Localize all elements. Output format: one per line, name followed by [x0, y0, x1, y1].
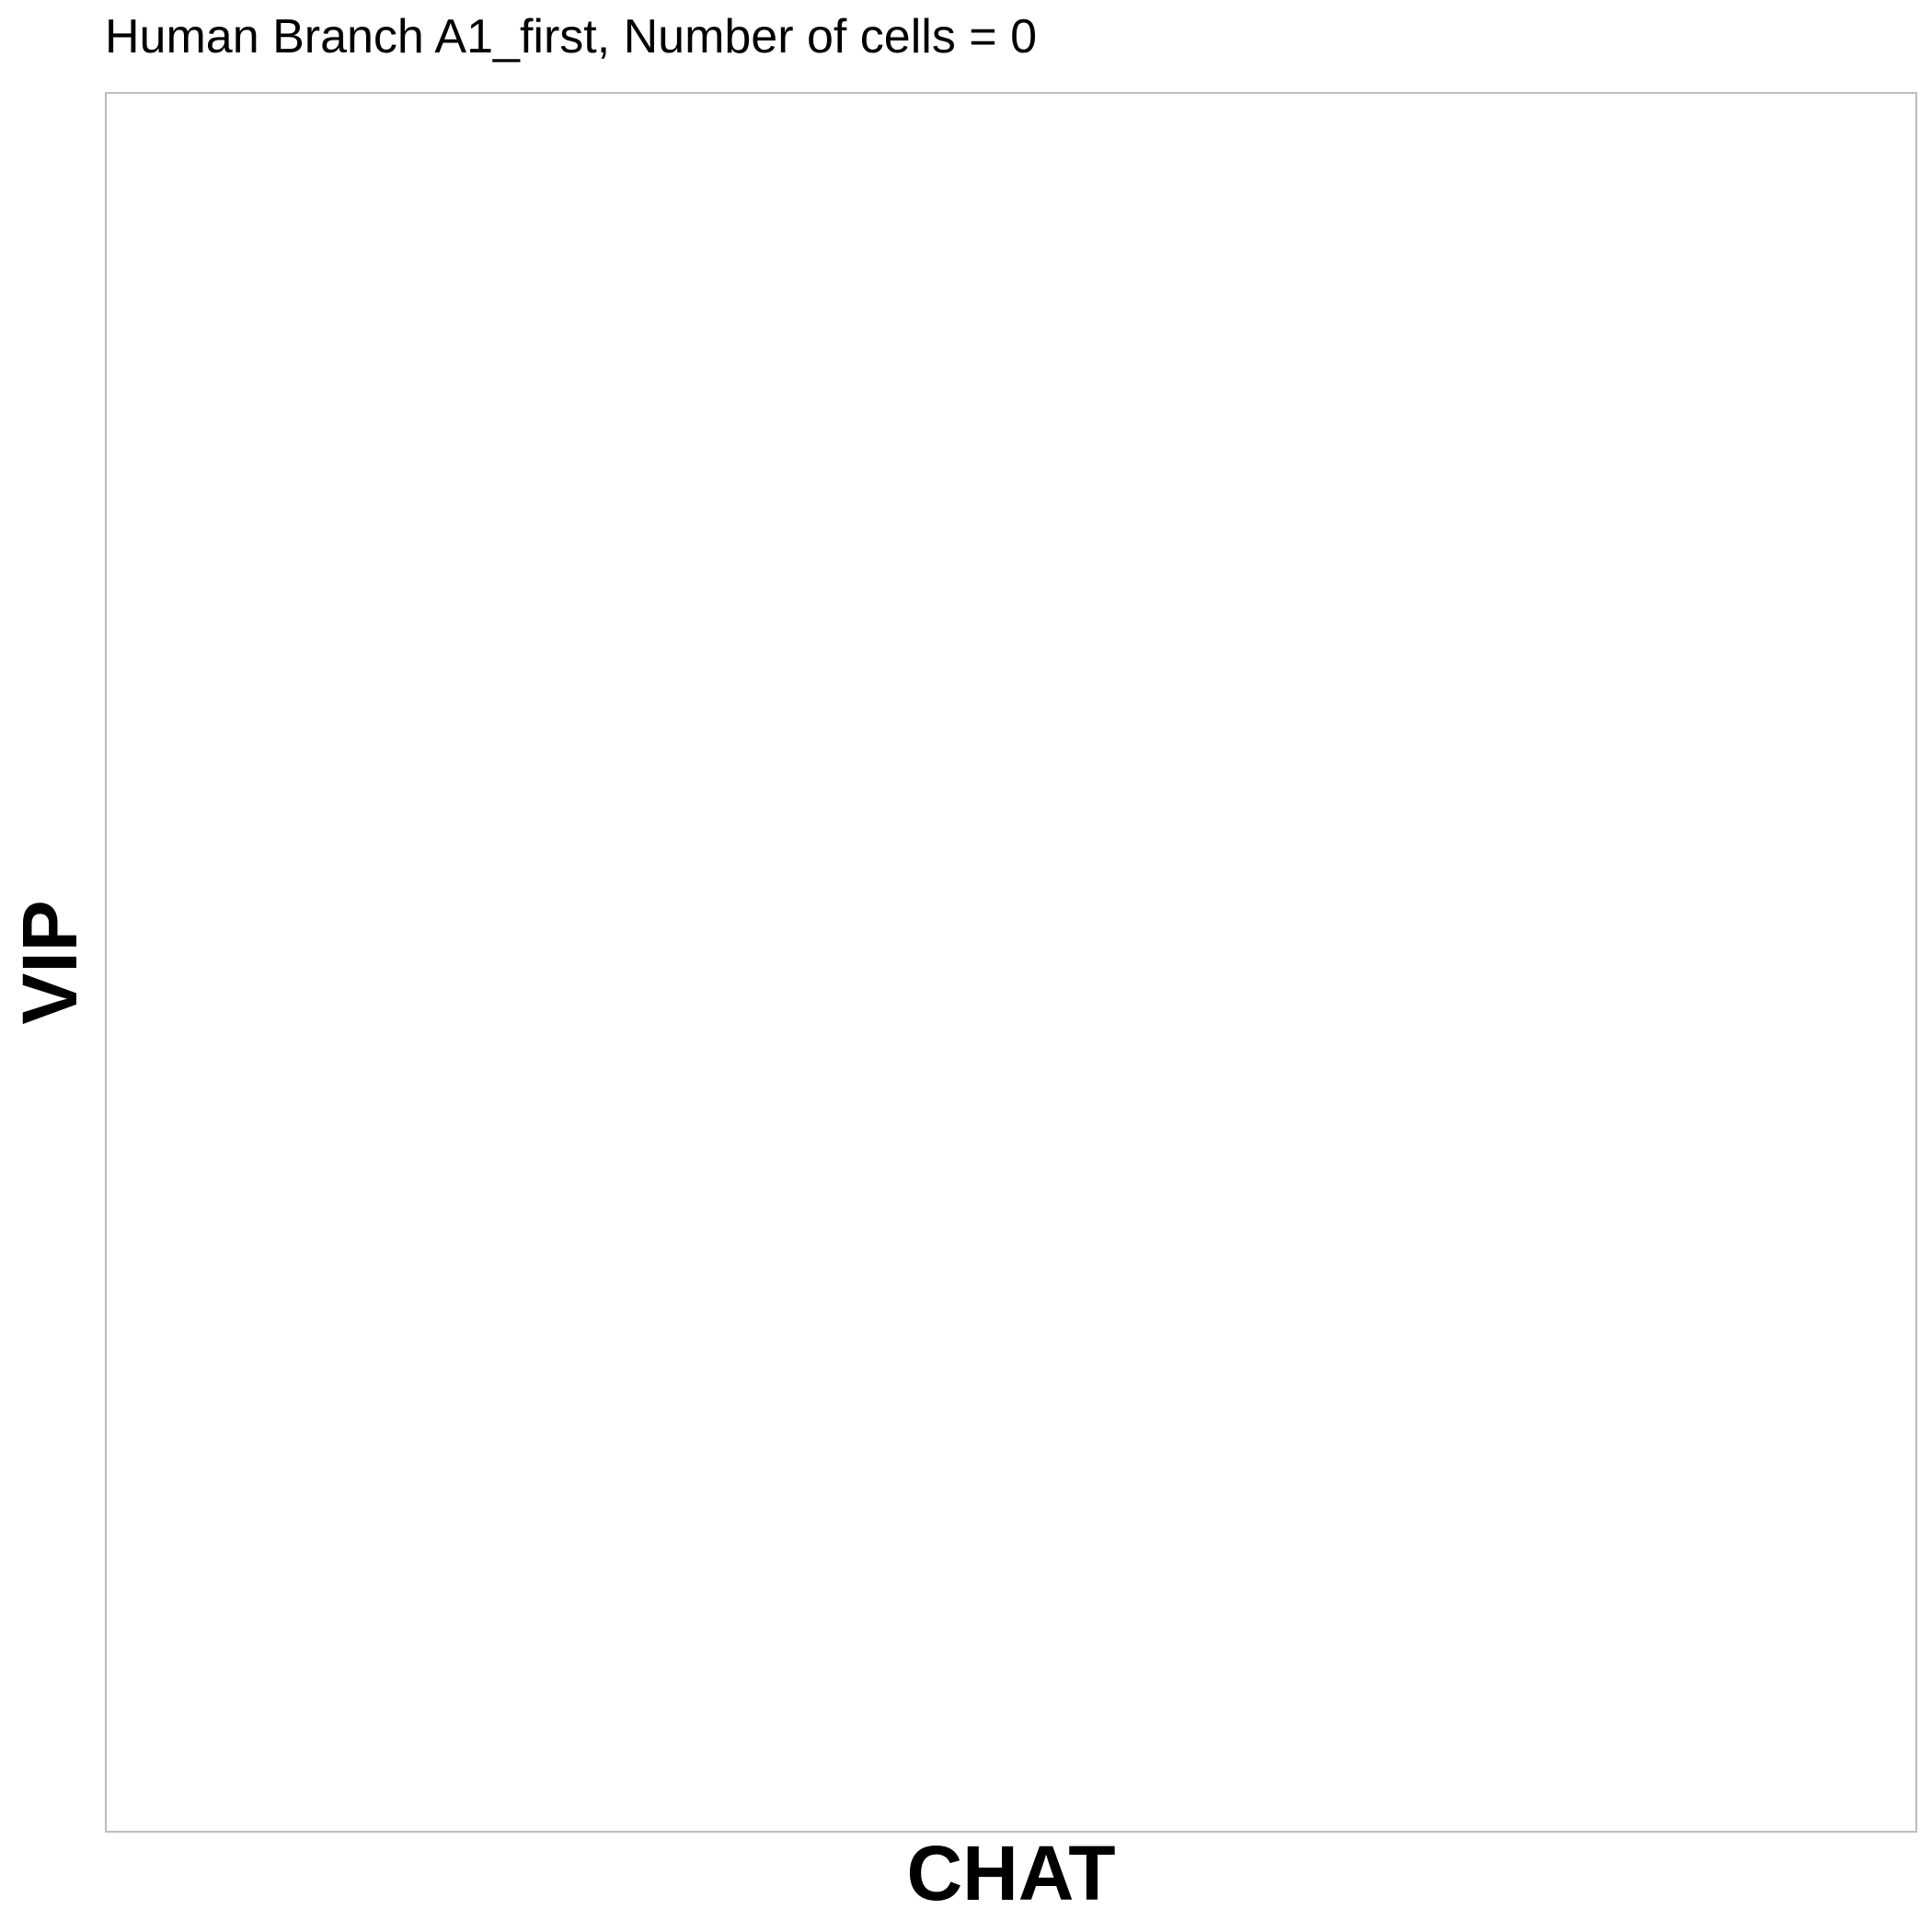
plot-panel: [105, 92, 1917, 1833]
x-axis-label: CHAT: [906, 1830, 1116, 1916]
y-axis: VIP: [0, 92, 105, 1833]
chart-title: Human Branch A1_first, Number of cells =…: [105, 10, 1038, 63]
y-axis-label: VIP: [6, 900, 93, 1025]
plot-area: [107, 94, 1915, 1831]
